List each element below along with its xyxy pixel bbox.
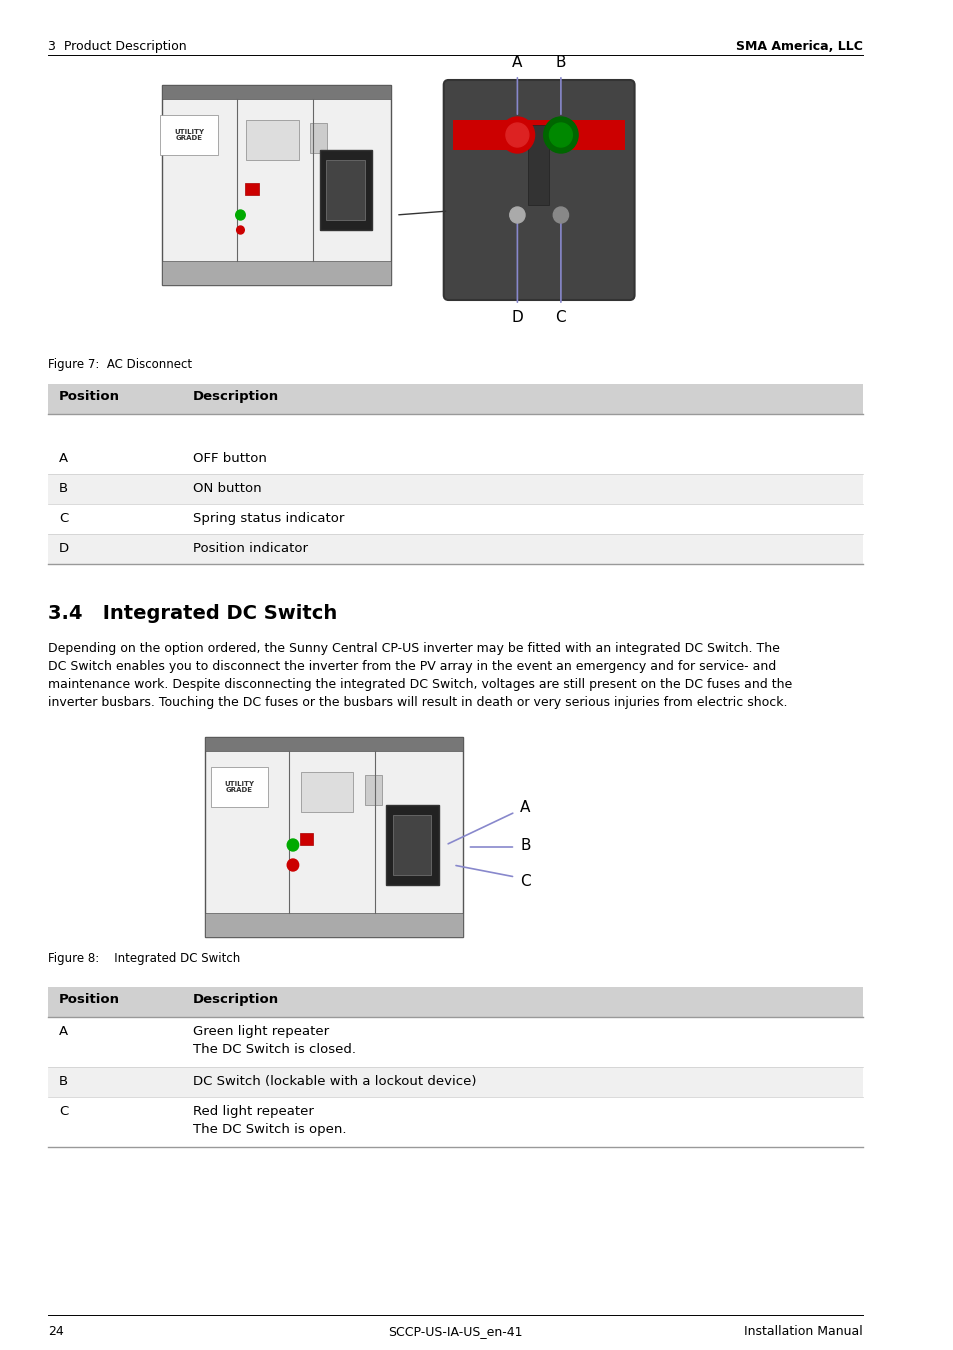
Text: Position: Position bbox=[59, 994, 120, 1006]
Text: OFF button: OFF button bbox=[193, 452, 266, 464]
Text: Figure 8:    Integrated DC Switch: Figure 8: Integrated DC Switch bbox=[48, 952, 240, 965]
Text: Figure 7:  AC Disconnect: Figure 7: AC Disconnect bbox=[48, 358, 192, 371]
Text: Description: Description bbox=[193, 994, 278, 1006]
Bar bbox=[48, 504, 862, 535]
Text: DC Switch (lockable with a lockout device): DC Switch (lockable with a lockout devic… bbox=[193, 1075, 476, 1088]
Text: D: D bbox=[59, 541, 70, 555]
Bar bbox=[48, 987, 862, 1017]
Text: C: C bbox=[59, 1106, 69, 1118]
Circle shape bbox=[236, 225, 244, 234]
Bar bbox=[205, 737, 462, 751]
Bar bbox=[48, 1066, 862, 1098]
Bar bbox=[162, 85, 391, 285]
Text: B: B bbox=[59, 482, 69, 495]
Text: UTILITY
GRADE: UTILITY GRADE bbox=[173, 128, 204, 142]
Text: A: A bbox=[512, 55, 522, 70]
Text: Green light repeater: Green light repeater bbox=[193, 1025, 329, 1038]
Text: SMA America, LLC: SMA America, LLC bbox=[735, 40, 862, 53]
Circle shape bbox=[499, 117, 534, 153]
Bar bbox=[48, 1017, 862, 1066]
Text: Description: Description bbox=[193, 390, 278, 404]
Bar bbox=[528, 126, 549, 205]
Text: Spring status indicator: Spring status indicator bbox=[193, 512, 344, 525]
Text: The DC Switch is open.: The DC Switch is open. bbox=[193, 1123, 346, 1135]
Bar bbox=[162, 85, 391, 99]
Text: D: D bbox=[511, 310, 522, 325]
Circle shape bbox=[553, 207, 568, 223]
Circle shape bbox=[543, 117, 578, 153]
Bar bbox=[246, 120, 298, 161]
Bar bbox=[319, 150, 372, 230]
Circle shape bbox=[509, 207, 524, 223]
Bar bbox=[48, 444, 862, 474]
Text: Installation Manual: Installation Manual bbox=[743, 1324, 862, 1338]
Circle shape bbox=[287, 859, 298, 871]
Bar bbox=[326, 161, 364, 220]
Text: 24: 24 bbox=[48, 1324, 64, 1338]
Bar bbox=[205, 913, 462, 937]
Bar bbox=[300, 772, 353, 811]
FancyBboxPatch shape bbox=[443, 80, 634, 300]
Text: 3  Product Description: 3 Product Description bbox=[48, 40, 186, 53]
Text: B: B bbox=[519, 837, 530, 852]
Bar bbox=[299, 833, 313, 845]
Text: A: A bbox=[59, 1025, 69, 1038]
Text: ON button: ON button bbox=[193, 482, 261, 495]
Text: C: C bbox=[555, 310, 566, 325]
Bar bbox=[310, 123, 327, 153]
Text: B: B bbox=[555, 55, 565, 70]
Text: Depending on the option ordered, the Sunny Central CP-US inverter may be fitted : Depending on the option ordered, the Sun… bbox=[48, 643, 791, 709]
Bar bbox=[205, 737, 462, 937]
Text: 3.4   Integrated DC Switch: 3.4 Integrated DC Switch bbox=[48, 603, 336, 622]
Text: Position indicator: Position indicator bbox=[193, 541, 308, 555]
Text: UTILITY
GRADE: UTILITY GRADE bbox=[224, 780, 254, 794]
Circle shape bbox=[549, 123, 572, 147]
Bar bbox=[162, 261, 391, 285]
Bar bbox=[245, 184, 258, 194]
Text: Red light repeater: Red light repeater bbox=[193, 1106, 314, 1118]
Text: A: A bbox=[59, 452, 69, 464]
Bar bbox=[386, 805, 438, 886]
Text: A: A bbox=[519, 799, 530, 814]
Circle shape bbox=[235, 211, 245, 220]
Bar bbox=[393, 815, 431, 875]
Text: C: C bbox=[519, 875, 530, 890]
Text: SCCP-US-IA-US_en-41: SCCP-US-IA-US_en-41 bbox=[388, 1324, 522, 1338]
Circle shape bbox=[505, 123, 528, 147]
Bar bbox=[48, 1098, 862, 1148]
Bar bbox=[364, 775, 381, 805]
Circle shape bbox=[287, 838, 298, 850]
Bar bbox=[48, 474, 862, 504]
Bar bbox=[453, 120, 624, 150]
Text: The DC Switch is closed.: The DC Switch is closed. bbox=[193, 1044, 355, 1056]
Bar bbox=[48, 383, 862, 414]
Text: Position: Position bbox=[59, 390, 120, 404]
Text: C: C bbox=[59, 512, 69, 525]
Text: B: B bbox=[59, 1075, 69, 1088]
Bar bbox=[48, 535, 862, 564]
